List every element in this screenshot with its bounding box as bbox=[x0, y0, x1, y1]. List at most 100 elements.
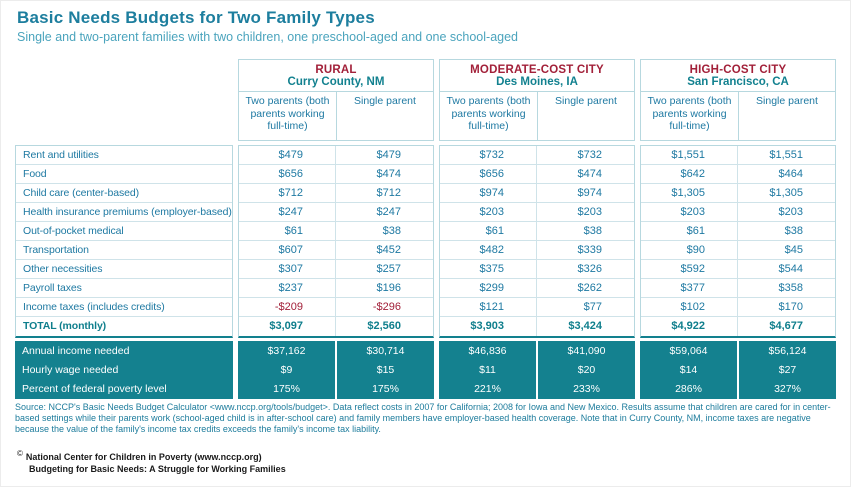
table-row: $90 $45 bbox=[641, 241, 835, 260]
summary-value-cell: $20 bbox=[577, 364, 596, 376]
summary-value-cell: $14 bbox=[679, 364, 698, 376]
summary-row-label: Annual income needed bbox=[22, 345, 130, 357]
value-cell: $61 bbox=[239, 222, 336, 240]
header-label-spacer bbox=[15, 59, 233, 141]
row-label: Other necessities bbox=[16, 260, 232, 279]
summary-values-2: $46,836 $11 221% $41,090 $20 233% bbox=[439, 341, 635, 399]
value-cell: $1,305 bbox=[641, 184, 738, 202]
table-row: $482 $339 bbox=[440, 241, 634, 260]
value-cell: $45 bbox=[784, 244, 803, 256]
subheader-two-parents: Two parents (both parents working full-t… bbox=[446, 95, 531, 132]
table-row: $102 $170 bbox=[641, 298, 835, 317]
table-row: $656 $474 bbox=[239, 165, 433, 184]
table-row: $247 $247 bbox=[239, 203, 433, 222]
group-subheaders: Two parents (both parents working full-t… bbox=[641, 92, 835, 140]
value-cell: -$296 bbox=[372, 301, 401, 313]
summary-row-label: Percent of federal poverty level bbox=[22, 383, 167, 395]
copyright-note: © National Center for Children in Poverty… bbox=[17, 448, 286, 475]
subheader-single-parent: Single parent bbox=[738, 92, 835, 140]
value-cell: $1,551 bbox=[769, 149, 803, 161]
group-location-label: Des Moines, IA bbox=[496, 76, 578, 88]
value-cell: $732 bbox=[577, 149, 602, 161]
row-label: Transportation bbox=[16, 241, 232, 260]
value-cell: $257 bbox=[376, 263, 401, 275]
group-title: RURAL Curry County, NM bbox=[239, 60, 433, 92]
table-row: $656 $474 bbox=[440, 165, 634, 184]
subheader-two-parents: Two parents (both parents working full-t… bbox=[245, 95, 330, 132]
value-cell: $3,097 bbox=[239, 317, 336, 336]
table-row: $479 $479 bbox=[239, 146, 433, 165]
row-label: Child care (center-based) bbox=[16, 184, 232, 203]
summary-label-column: Annual income needed Hourly wage needed Pe… bbox=[15, 341, 233, 399]
group-location-label: San Francisco, CA bbox=[687, 76, 789, 88]
value-cell: $38 bbox=[382, 225, 401, 237]
group-type-label: MODERATE-COST CITY bbox=[470, 64, 604, 76]
value-cell: $732 bbox=[440, 146, 537, 164]
value-cell: $61 bbox=[440, 222, 537, 240]
value-cell: $479 bbox=[239, 146, 336, 164]
row-label: Food bbox=[16, 165, 232, 184]
page-subtitle: Single and two-parent families with two … bbox=[17, 30, 519, 44]
table-row: $642 $464 bbox=[641, 165, 835, 184]
value-cell: $2,560 bbox=[367, 320, 401, 332]
row-label: Health insurance premiums (employer-base… bbox=[16, 203, 232, 222]
table-row: $121 $77 bbox=[440, 298, 634, 317]
summary-value-cell: $59,064 bbox=[669, 345, 708, 357]
table-row: $307 $257 bbox=[239, 260, 433, 279]
table-row: $3,097 $2,560 bbox=[239, 317, 433, 336]
summary-value-cell: $37,162 bbox=[267, 345, 306, 357]
group-values-2: $732 $732 $656 $474 $974 $974 $203 $203 $61 $38 $4… bbox=[439, 145, 635, 338]
table-body: Rent and utilities Food Child care (center… bbox=[15, 145, 836, 338]
summary-value-cell: $41,090 bbox=[567, 345, 606, 357]
value-cell: $642 bbox=[641, 165, 738, 183]
summary-value-cell: 221% bbox=[474, 383, 501, 395]
summary-value-column: $30,714 $15 175% bbox=[337, 341, 434, 399]
group-location-label: Curry County, NM bbox=[287, 76, 385, 88]
summary-value-column: $37,162 $9 175% bbox=[238, 341, 335, 399]
table-header-row: RURAL Curry County, NM Two parents (both p… bbox=[15, 59, 836, 141]
group-subheaders: Two parents (both parents working full-t… bbox=[239, 92, 433, 140]
value-cell: -$209 bbox=[239, 298, 336, 316]
value-cell: $377 bbox=[641, 279, 738, 297]
copyright-symbol: © bbox=[17, 449, 23, 458]
value-cell: $592 bbox=[641, 260, 738, 278]
group-title: MODERATE-COST CITY Des Moines, IA bbox=[440, 60, 634, 92]
value-cell: $3,903 bbox=[440, 317, 537, 336]
value-cell: $299 bbox=[440, 279, 537, 297]
value-cell: $196 bbox=[376, 282, 401, 294]
page-title: Basic Needs Budgets for Two Family Types bbox=[17, 8, 375, 27]
value-cell: $712 bbox=[239, 184, 336, 202]
table-row: $1,305 $1,305 bbox=[641, 184, 835, 203]
row-label-column: Rent and utilities Food Child care (center… bbox=[15, 145, 233, 338]
row-label: Payroll taxes bbox=[16, 279, 232, 298]
copyright-line-2: Budgeting for Basic Needs: A Struggle fo… bbox=[29, 464, 286, 474]
value-cell: $482 bbox=[440, 241, 537, 259]
table-row: $377 $358 bbox=[641, 279, 835, 298]
value-cell: $203 bbox=[440, 203, 537, 221]
summary-value-cell: $27 bbox=[778, 364, 797, 376]
value-cell: $4,922 bbox=[641, 317, 738, 336]
summary-value-cell: 327% bbox=[774, 383, 801, 395]
value-cell: $1,305 bbox=[769, 187, 803, 199]
table-row: $203 $203 bbox=[440, 203, 634, 222]
subheader-single-parent: Single parent bbox=[537, 92, 634, 140]
value-cell: $203 bbox=[778, 206, 803, 218]
row-label: TOTAL (monthly) bbox=[23, 320, 107, 332]
value-cell: $974 bbox=[440, 184, 537, 202]
value-cell: $375 bbox=[440, 260, 537, 278]
table-row: $203 $203 bbox=[641, 203, 835, 222]
table-row: $237 $196 bbox=[239, 279, 433, 298]
table-row: $592 $544 bbox=[641, 260, 835, 279]
value-cell: $203 bbox=[577, 206, 602, 218]
source-note: Source: NCCP's Basic Needs Budget Calcul… bbox=[15, 402, 831, 434]
value-cell: $358 bbox=[778, 282, 803, 294]
group-values-3: $1,551 $1,551 $642 $464 $1,305 $1,305 $203 $203… bbox=[640, 145, 836, 338]
value-cell: $479 bbox=[376, 149, 401, 161]
value-cell: $656 bbox=[239, 165, 336, 183]
summary-value-column: $59,064 $14 286% bbox=[640, 341, 737, 399]
table-row: $61 $38 bbox=[440, 222, 634, 241]
table-row: $1,551 $1,551 bbox=[641, 146, 835, 165]
group-subheaders: Two parents (both parents working full-t… bbox=[440, 92, 634, 140]
summary-value-cell: $11 bbox=[479, 364, 496, 376]
value-cell: $121 bbox=[440, 298, 537, 316]
